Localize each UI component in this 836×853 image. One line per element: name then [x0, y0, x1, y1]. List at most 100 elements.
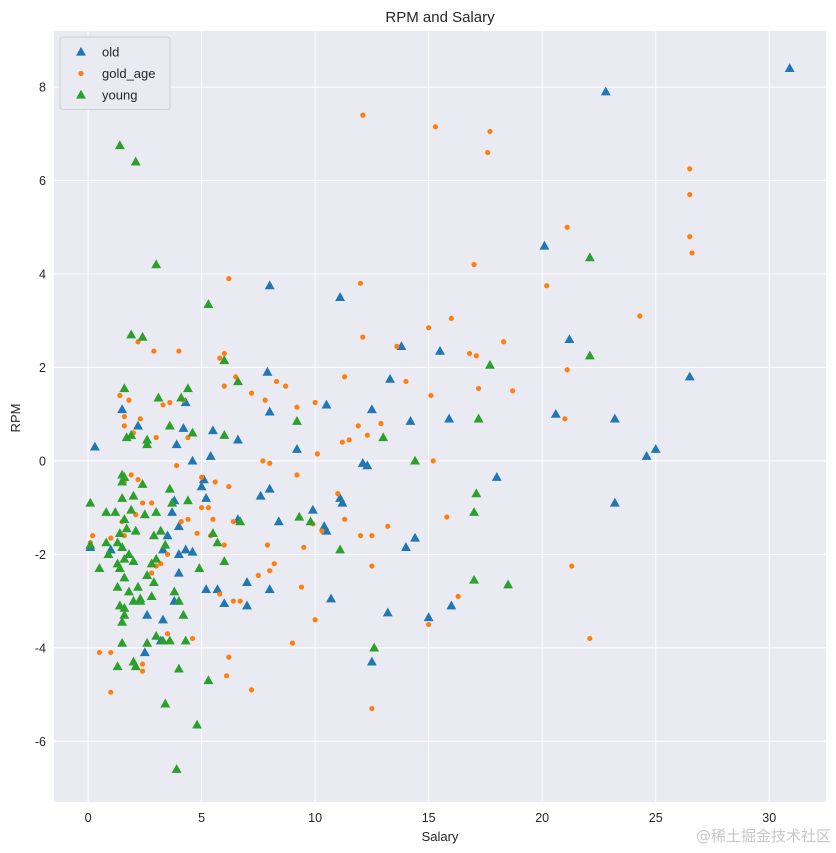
data-point-young	[192, 719, 202, 729]
data-point-young	[112, 661, 123, 671]
data-point-gold-age	[587, 635, 593, 642]
data-point-old	[133, 420, 143, 430]
data-point-young	[167, 497, 178, 507]
data-point-gold-age	[149, 570, 155, 576]
data-point-gold-age	[342, 516, 348, 522]
data-point-old	[242, 577, 252, 587]
data-point-young	[212, 537, 223, 547]
data-point-young	[121, 523, 132, 533]
data-point-old	[219, 598, 230, 608]
data-point-old	[550, 408, 561, 418]
data-point-old	[491, 472, 502, 481]
data-point-young	[135, 595, 146, 605]
data-point-young	[139, 509, 150, 519]
data-point-gold-age	[466, 350, 473, 357]
data-point-old	[208, 425, 218, 435]
data-point-young	[219, 556, 230, 565]
data-point-young	[153, 392, 164, 402]
data-point-young	[114, 140, 125, 150]
data-point-old	[173, 567, 184, 577]
y-tick-label: -6	[35, 735, 46, 749]
data-point-young	[471, 488, 482, 498]
data-point-gold-age	[210, 516, 216, 522]
data-point-old	[167, 507, 178, 516]
data-point-young	[503, 579, 514, 589]
data-point-young	[112, 558, 123, 568]
data-point-young	[117, 476, 128, 486]
legend-marker-gold-age	[78, 70, 84, 77]
data-point-gold-age	[230, 519, 236, 525]
data-point-gold-age	[108, 689, 114, 695]
data-point-old	[600, 86, 611, 96]
chart-title: RPM and Salary	[385, 9, 495, 26]
data-point-gold-age	[223, 673, 230, 679]
data-point-gold-age	[689, 250, 695, 256]
x-axis-ticks: 0 5 10 15 20 25 30	[85, 811, 777, 825]
data-point-gold-age	[226, 654, 232, 660]
data-point-young	[335, 544, 346, 554]
legend-marker-old	[76, 46, 86, 56]
x-tick-label: 10	[308, 811, 322, 825]
data-point-gold-age	[226, 483, 232, 490]
data-point-young	[119, 514, 130, 523]
data-point-young	[101, 537, 112, 547]
data-point-young	[112, 581, 123, 591]
data-point-young	[128, 490, 139, 500]
data-point-old	[405, 415, 416, 425]
data-point-young	[164, 420, 175, 430]
watermark: @稀土掘金技术社区	[696, 827, 831, 845]
data-point-gold-age	[164, 631, 171, 637]
data-point-old	[784, 63, 795, 73]
data-point-gold-age	[217, 591, 223, 597]
data-point-gold-age	[264, 542, 271, 548]
data-point-old	[205, 451, 216, 460]
data-point-gold-age	[194, 530, 200, 536]
data-point-young	[119, 383, 130, 393]
data-point-gold-age	[221, 383, 227, 389]
data-point-old	[187, 546, 198, 556]
data-point-old	[201, 493, 212, 502]
data-point-gold-age	[564, 224, 570, 230]
data-point-gold-age	[403, 378, 409, 385]
data-point-gold-age	[319, 528, 325, 534]
data-point-young	[121, 432, 132, 442]
data-point-young	[473, 413, 484, 423]
data-point-young	[469, 507, 479, 516]
data-points	[85, 63, 795, 773]
data-point-gold-age	[255, 572, 261, 578]
data-point-young	[194, 563, 205, 573]
data-point-gold-age	[378, 420, 384, 427]
x-tick-label: 5	[198, 811, 205, 825]
legend-marker-young	[76, 89, 86, 99]
data-point-gold-age	[294, 404, 300, 410]
y-axis-ticks: -6 -4 -2 0 2 4 6 8	[35, 81, 46, 749]
data-point-young	[130, 156, 141, 166]
data-point-gold-age	[139, 500, 146, 506]
data-point-gold-age	[312, 399, 318, 406]
data-point-gold-age	[135, 476, 141, 483]
data-point-young	[146, 591, 157, 601]
data-point-young	[114, 563, 125, 573]
data-point-old	[162, 530, 173, 540]
data-point-old	[187, 455, 198, 465]
y-tick-label: 0	[39, 454, 46, 468]
data-point-gold-age	[151, 348, 157, 354]
data-point-old	[335, 292, 346, 301]
data-point-old	[264, 406, 275, 416]
data-point-old	[446, 600, 457, 610]
data-point-young	[187, 427, 198, 437]
data-point-young	[117, 637, 128, 647]
plot-area	[54, 31, 826, 802]
data-point-gold-age	[174, 462, 180, 469]
data-point-old	[385, 373, 395, 383]
data-point-young	[130, 661, 141, 671]
data-point-young	[114, 600, 125, 610]
data-point-gold-age	[117, 392, 123, 399]
data-point-gold-age	[96, 649, 103, 656]
data-point-gold-age	[430, 458, 436, 464]
x-axis-label: Salary	[422, 829, 459, 844]
data-point-old	[196, 481, 207, 491]
